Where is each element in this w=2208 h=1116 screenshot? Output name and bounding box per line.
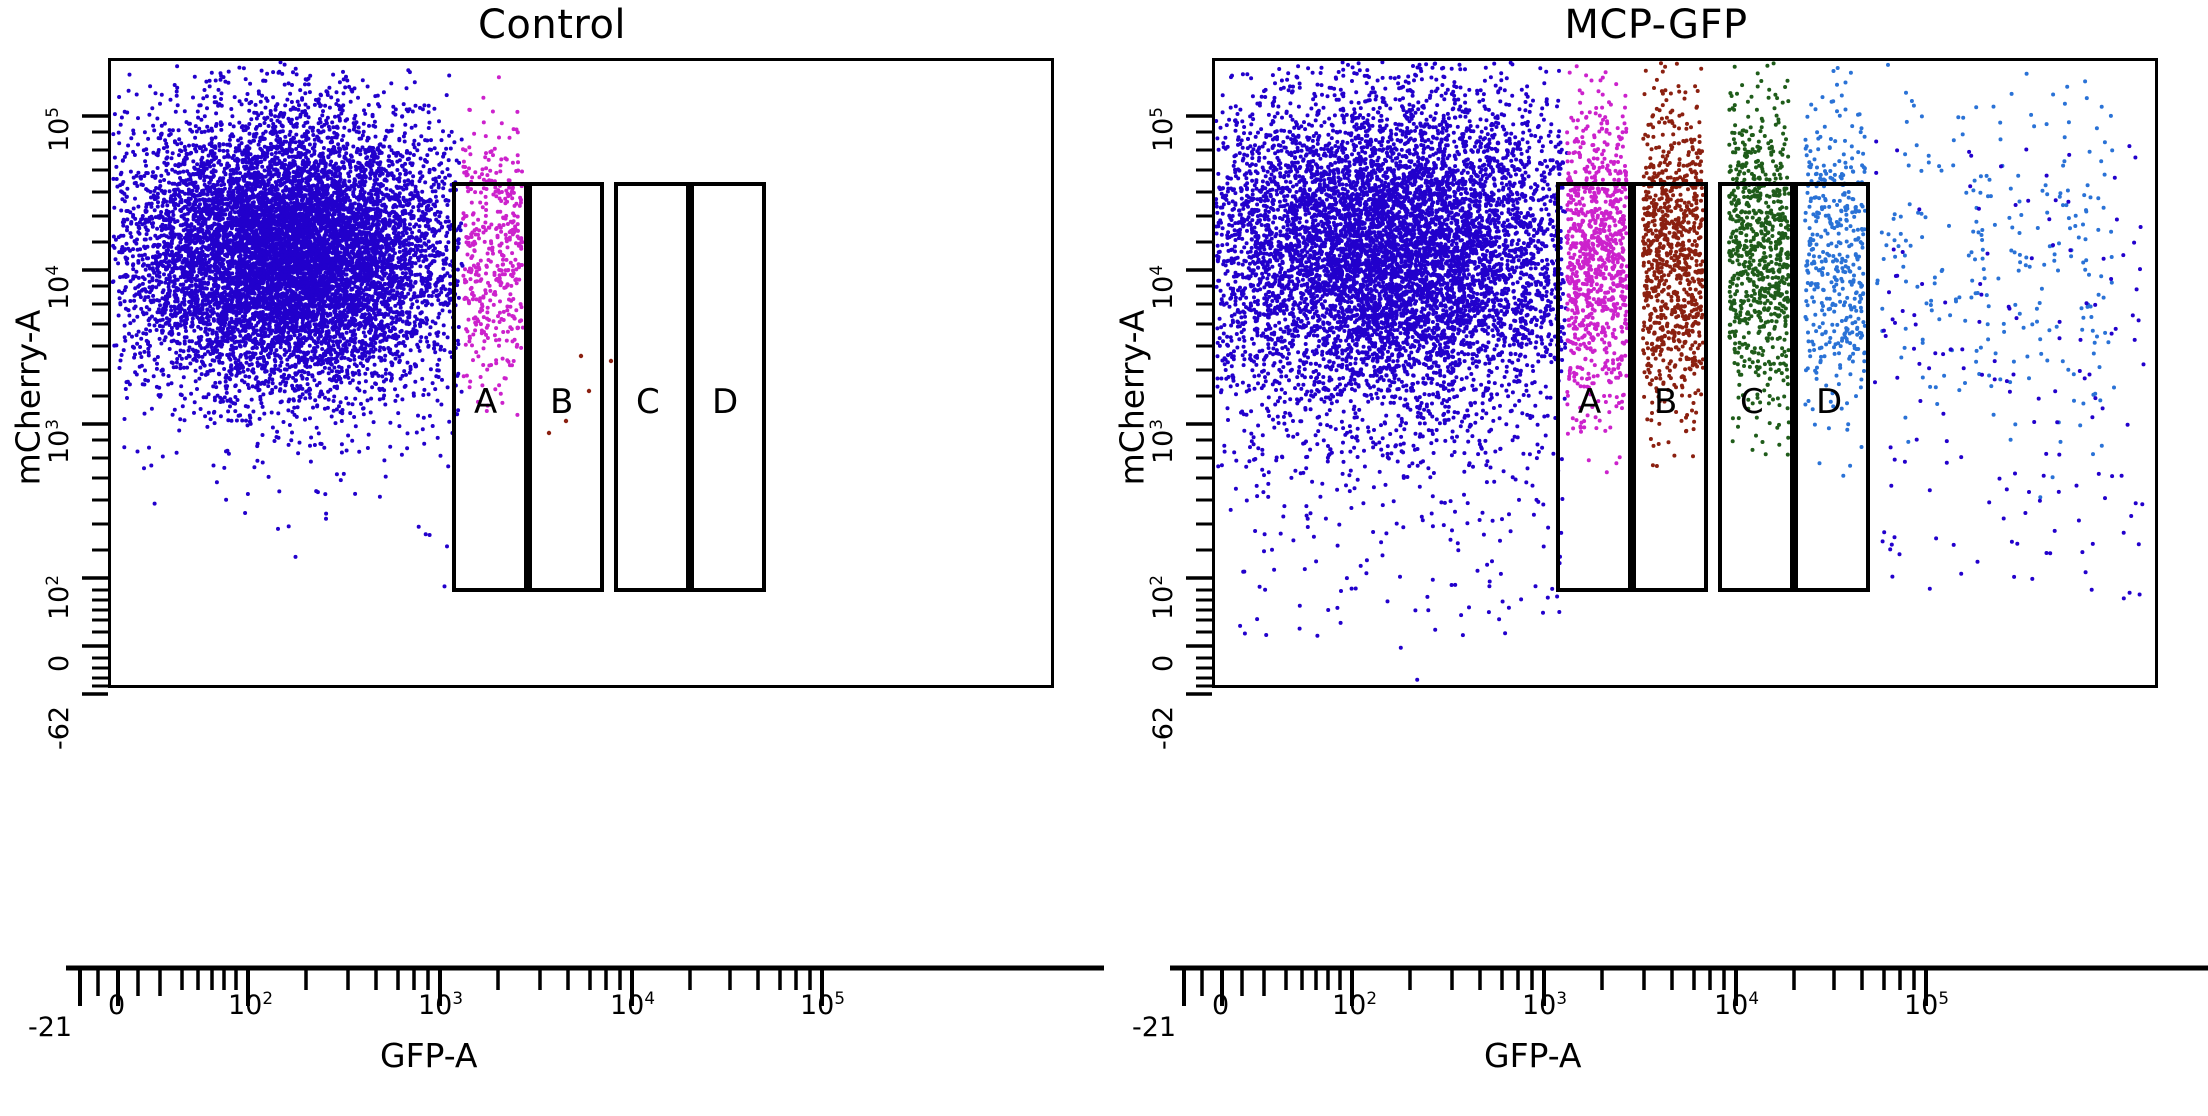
scatter-points-control: [111, 61, 614, 589]
plot-area-mcp-gfp[interactable]: [1212, 58, 2158, 688]
x-tick-0-mcp-gfp: 0: [1212, 990, 1229, 1021]
x-axis-label-control: GFP-A: [380, 1036, 478, 1075]
gate-label-b-mcp-gfp: B: [1654, 385, 1677, 419]
y-axis-label-mcp-gfp: mCherry-A: [1113, 298, 1152, 498]
plot-area-control[interactable]: [108, 58, 1054, 688]
x-tick-1e2-control: 102: [228, 990, 273, 1021]
gate-label-b-control: B: [550, 385, 573, 419]
x-tick-0-control: 0: [108, 990, 125, 1021]
gate-label-c-control: C: [636, 385, 660, 419]
y-tick-1e5-control: 105: [42, 107, 75, 152]
y-tick-1e4-control: 104: [42, 265, 75, 310]
y-tick-1e2-mcp-gfp: 102: [1146, 575, 1179, 620]
y-axis-label-control: mCherry-A: [9, 298, 48, 498]
y-tick-neg62-mcp-gfp: -62: [1148, 706, 1179, 750]
x-tick-1e3-mcp-gfp: 103: [1522, 990, 1567, 1021]
gate-label-a-control: A: [474, 385, 497, 419]
x-tick-1e3-control: 103: [418, 990, 463, 1021]
y-tick-1e4-mcp-gfp: 104: [1146, 265, 1179, 310]
y-tick-1e3-control: 103: [42, 419, 75, 464]
panel-mcp-gfp: MCP-GFP mCherry-A 105 104 103 102 0 -62 …: [1104, 0, 2208, 1116]
x-tick-1e5-control: 105: [800, 990, 845, 1021]
x-tick-1e2-mcp-gfp: 102: [1332, 990, 1377, 1021]
y-tick-1e3-mcp-gfp: 103: [1146, 419, 1179, 464]
panel-title-control: Control: [0, 2, 1104, 48]
panel-title-mcp-gfp: MCP-GFP: [1104, 2, 2208, 48]
panel-control: Control mCherry-A 105 104 103 102 0 -62 …: [0, 2, 1104, 1075]
gate-label-d-control: D: [712, 385, 738, 419]
gate-label-c-mcp-gfp: C: [1740, 385, 1764, 419]
x-tick-1e4-control: 104: [610, 990, 655, 1021]
y-tick-1e5-mcp-gfp: 105: [1146, 107, 1179, 152]
y-tick-neg62-control: -62: [44, 706, 75, 750]
gate-label-d-mcp-gfp: D: [1816, 385, 1842, 419]
x-tick-neg21-control: -21: [28, 1012, 72, 1043]
x-axis-label-mcp-gfp: GFP-A: [1484, 1036, 1582, 1075]
scatter-points-mcp-gfp: [1215, 61, 2146, 682]
y-tick-0-mcp-gfp: 0: [1148, 655, 1179, 672]
y-tick-1e2-control: 102: [42, 575, 75, 620]
x-tick-1e4-mcp-gfp: 104: [1714, 990, 1759, 1021]
gate-label-a-mcp-gfp: A: [1578, 385, 1601, 419]
x-tick-neg21-mcp-gfp: -21: [1132, 1012, 1176, 1043]
y-tick-0-control: 0: [44, 655, 75, 672]
x-tick-1e5-mcp-gfp: 105: [1904, 990, 1949, 1021]
